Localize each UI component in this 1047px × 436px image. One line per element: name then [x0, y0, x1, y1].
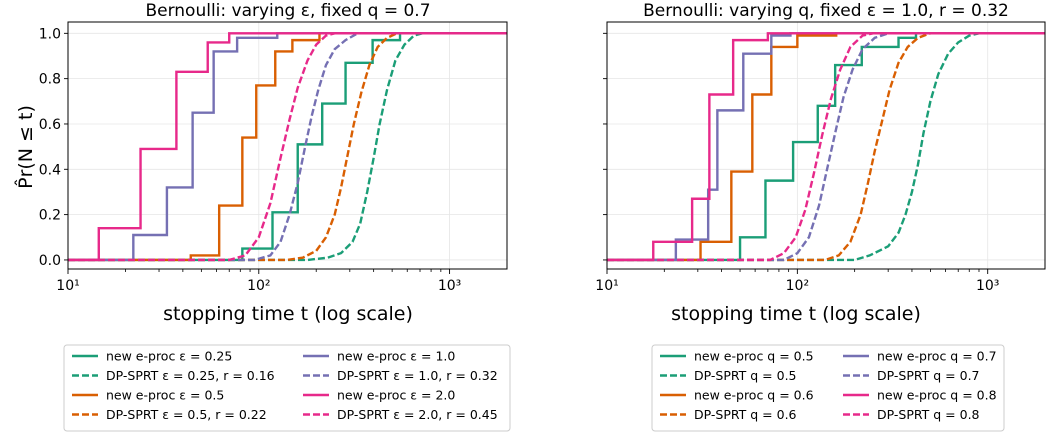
chart-title-right: Bernoulli: varying q, fixed ε = 1.0, r =… [643, 1, 1009, 21]
y-axis-label-left: P̂r(N ≤ t) [15, 105, 37, 189]
legend-entries-right: new e-proc q = 0.5 DP-SPRT q = 0.5 new e-p… [660, 349, 997, 422]
legend-entries-left: new e-proc ε = 0.25 DP-SPRT ε = 0.25, r =… [72, 349, 498, 422]
x-tick-label: 10³ [438, 278, 461, 294]
series-group [68, 32, 507, 262]
legend-label: new e-proc q = 0.5 [694, 349, 814, 364]
legend-label: DP-SPRT ε = 0.25, r = 0.16 [106, 368, 275, 383]
legend-label: new e-proc ε = 2.0 [337, 388, 455, 403]
x-tick-label: 10¹ [56, 278, 79, 294]
series-line-dpsprt-7 [607, 32, 1045, 262]
x-axis-label-right: stopping time t (log scale) [671, 303, 921, 325]
plot-area-left: 0.0 0.2 0.4 0.6 0.8 1.0 10¹ 10² 10³ [39, 21, 508, 294]
panel-right: Bernoulli: varying q, fixed ε = 1.0, r =… [595, 1, 1046, 432]
series-line-dpsprt-1 [607, 32, 1045, 262]
legend-label: new e-proc ε = 0.25 [106, 349, 232, 364]
legend-label: new e-proc ε = 1.0 [337, 349, 455, 364]
legend-label: DP-SPRT q = 0.7 [877, 368, 980, 383]
x-axis-label-left: stopping time t (log scale) [163, 303, 413, 325]
series-line-dpsprt-3 [607, 32, 1045, 262]
legend-left: new e-proc ε = 0.25 DP-SPRT ε = 0.25, r =… [63, 344, 511, 432]
series-line-eproc-2 [68, 32, 507, 262]
panel-left: Bernoulli: varying ε, fixed q = 0.7 0.00… [15, 1, 511, 432]
x-tick-label: 10¹ [595, 278, 618, 294]
legend-label: DP-SPRT ε = 2.0, r = 0.45 [337, 407, 498, 422]
series-line-eproc-6 [607, 32, 1045, 262]
series-line-dpsprt-1 [68, 32, 507, 262]
legend-frame-left [63, 344, 511, 432]
x-tick-label: 10² [786, 278, 809, 294]
legend-label: DP-SPRT q = 0.6 [694, 407, 797, 422]
legend-right: new e-proc q = 0.5 DP-SPRT q = 0.5 new e-p… [651, 344, 1005, 432]
series-group [607, 32, 1045, 262]
legend-label: DP-SPRT ε = 0.5, r = 0.22 [106, 407, 267, 422]
x-tick-label: 10³ [976, 278, 999, 294]
plot-background [607, 22, 1045, 269]
legend-label: DP-SPRT ε = 1.0, r = 0.32 [337, 368, 498, 383]
y-tick-label: 0.2 [39, 208, 61, 224]
series-line-dpsprt-7 [68, 32, 507, 262]
axes-frame [67, 21, 508, 270]
legend-label: new e-proc q = 0.8 [877, 388, 997, 403]
legend-label: DP-SPRT q = 0.5 [694, 368, 797, 383]
legend-label: DP-SPRT q = 0.8 [877, 407, 980, 422]
y-tick-label: 0.8 [39, 72, 61, 88]
series-line-dpsprt-5 [607, 32, 1045, 262]
series-line-dpsprt-3 [68, 32, 507, 262]
series-line-eproc-6 [68, 32, 507, 262]
plot-area-right: 10¹ 10² 10³ [595, 21, 1046, 294]
series-line-eproc-4 [68, 32, 507, 262]
y-tick-label: 1.0 [39, 26, 61, 42]
legend-label: new e-proc q = 0.6 [694, 388, 814, 403]
chart-title-left: Bernoulli: varying ε, fixed q = 0.7 [145, 1, 430, 21]
series-line-eproc-4 [607, 32, 1045, 262]
series-line-eproc-0 [607, 32, 1045, 262]
y-tick-label: 0.6 [39, 117, 61, 133]
legend-label: new e-proc q = 0.7 [877, 349, 997, 364]
axes-frame [606, 21, 1046, 270]
x-tick-label: 10² [247, 278, 270, 294]
plot-background [68, 22, 507, 269]
legend-label: new e-proc ε = 0.5 [106, 388, 224, 403]
y-tick-label: 0.4 [39, 162, 61, 178]
series-line-dpsprt-5 [68, 32, 507, 262]
y-tick-label: 0.0 [39, 253, 61, 269]
series-line-eproc-2 [607, 32, 1045, 262]
legend-frame-right [651, 344, 1005, 432]
